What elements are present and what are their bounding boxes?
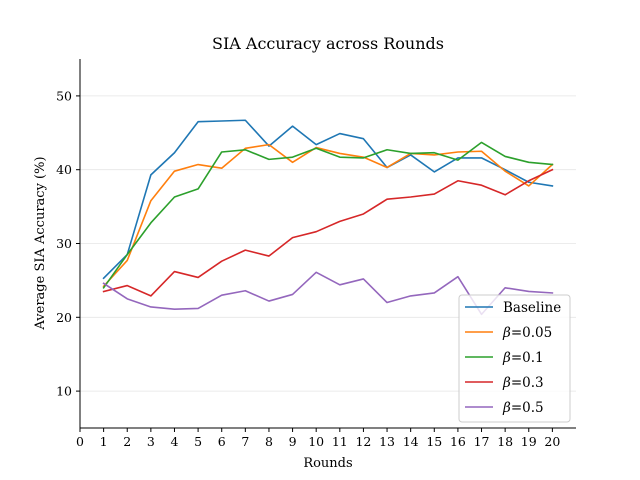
series-line-beta-0.3: [102, 168, 554, 297]
series-line-beta-0.1: [102, 141, 554, 289]
y-tick-label: 30: [56, 236, 72, 251]
x-tick-label: 2: [123, 434, 131, 449]
x-tick-label: 19: [521, 434, 537, 449]
chart-title: SIA Accuracy across Rounds: [212, 34, 444, 53]
legend-box: [458, 294, 571, 423]
x-axis-ticks: 0 1 2 3 4 5 6 7 8 9 10 11 12 13 14 15 16 17 18 19 20: [76, 428, 560, 449]
legend-label: β=0.05: [502, 325, 552, 341]
x-tick-label: 16: [450, 434, 466, 449]
legend-beta-symbol: β: [502, 350, 511, 366]
legend-beta-symbol: β: [502, 325, 511, 341]
y-tick-label: 50: [56, 88, 72, 103]
x-tick-label: 18: [497, 434, 513, 449]
x-tick-label: 9: [289, 434, 297, 449]
x-tick-label: 6: [218, 434, 226, 449]
legend-beta-value: =0.05: [511, 325, 552, 341]
legend-label: β=0.3: [502, 375, 544, 391]
y-tick-label: 20: [56, 310, 72, 325]
series-lines: [102, 119, 554, 316]
legend-label: β=0.1: [502, 350, 544, 366]
legend-label: β=0.5: [502, 400, 544, 416]
x-tick-label: 3: [147, 434, 155, 449]
x-tick-label: 1: [100, 434, 108, 449]
x-tick-label: 13: [379, 434, 395, 449]
series-line-baseline: [102, 119, 554, 280]
x-axis-label: Rounds: [303, 456, 352, 471]
legend-beta-value: =0.5: [511, 400, 544, 416]
legend-beta-value: =0.1: [511, 350, 544, 366]
series-line-beta-0.05: [102, 143, 554, 288]
x-tick-label: 5: [194, 434, 202, 449]
y-tick-label: 10: [56, 384, 72, 399]
x-tick-label: 12: [355, 434, 371, 449]
x-tick-label: 14: [403, 434, 419, 449]
legend-beta-symbol: β: [502, 375, 511, 391]
x-tick-label: 20: [544, 434, 560, 449]
x-tick-label: 15: [426, 434, 442, 449]
y-axis-label: Average SIA Accuracy (%): [33, 156, 48, 330]
x-tick-label: 11: [332, 434, 348, 449]
x-tick-label: 4: [170, 434, 178, 449]
y-tick-label: 40: [56, 162, 72, 177]
legend-label: Baseline: [503, 300, 561, 316]
x-tick-label: 10: [308, 434, 324, 449]
legend-beta-value: =0.3: [511, 375, 544, 391]
legend-beta-symbol: β: [502, 400, 511, 416]
y-axis-ticks: 10 20 30 40 50: [56, 88, 80, 399]
x-tick-label: 8: [265, 434, 273, 449]
x-tick-label: 17: [474, 434, 490, 449]
x-tick-label: 7: [241, 434, 249, 449]
x-tick-label: 0: [76, 434, 84, 449]
